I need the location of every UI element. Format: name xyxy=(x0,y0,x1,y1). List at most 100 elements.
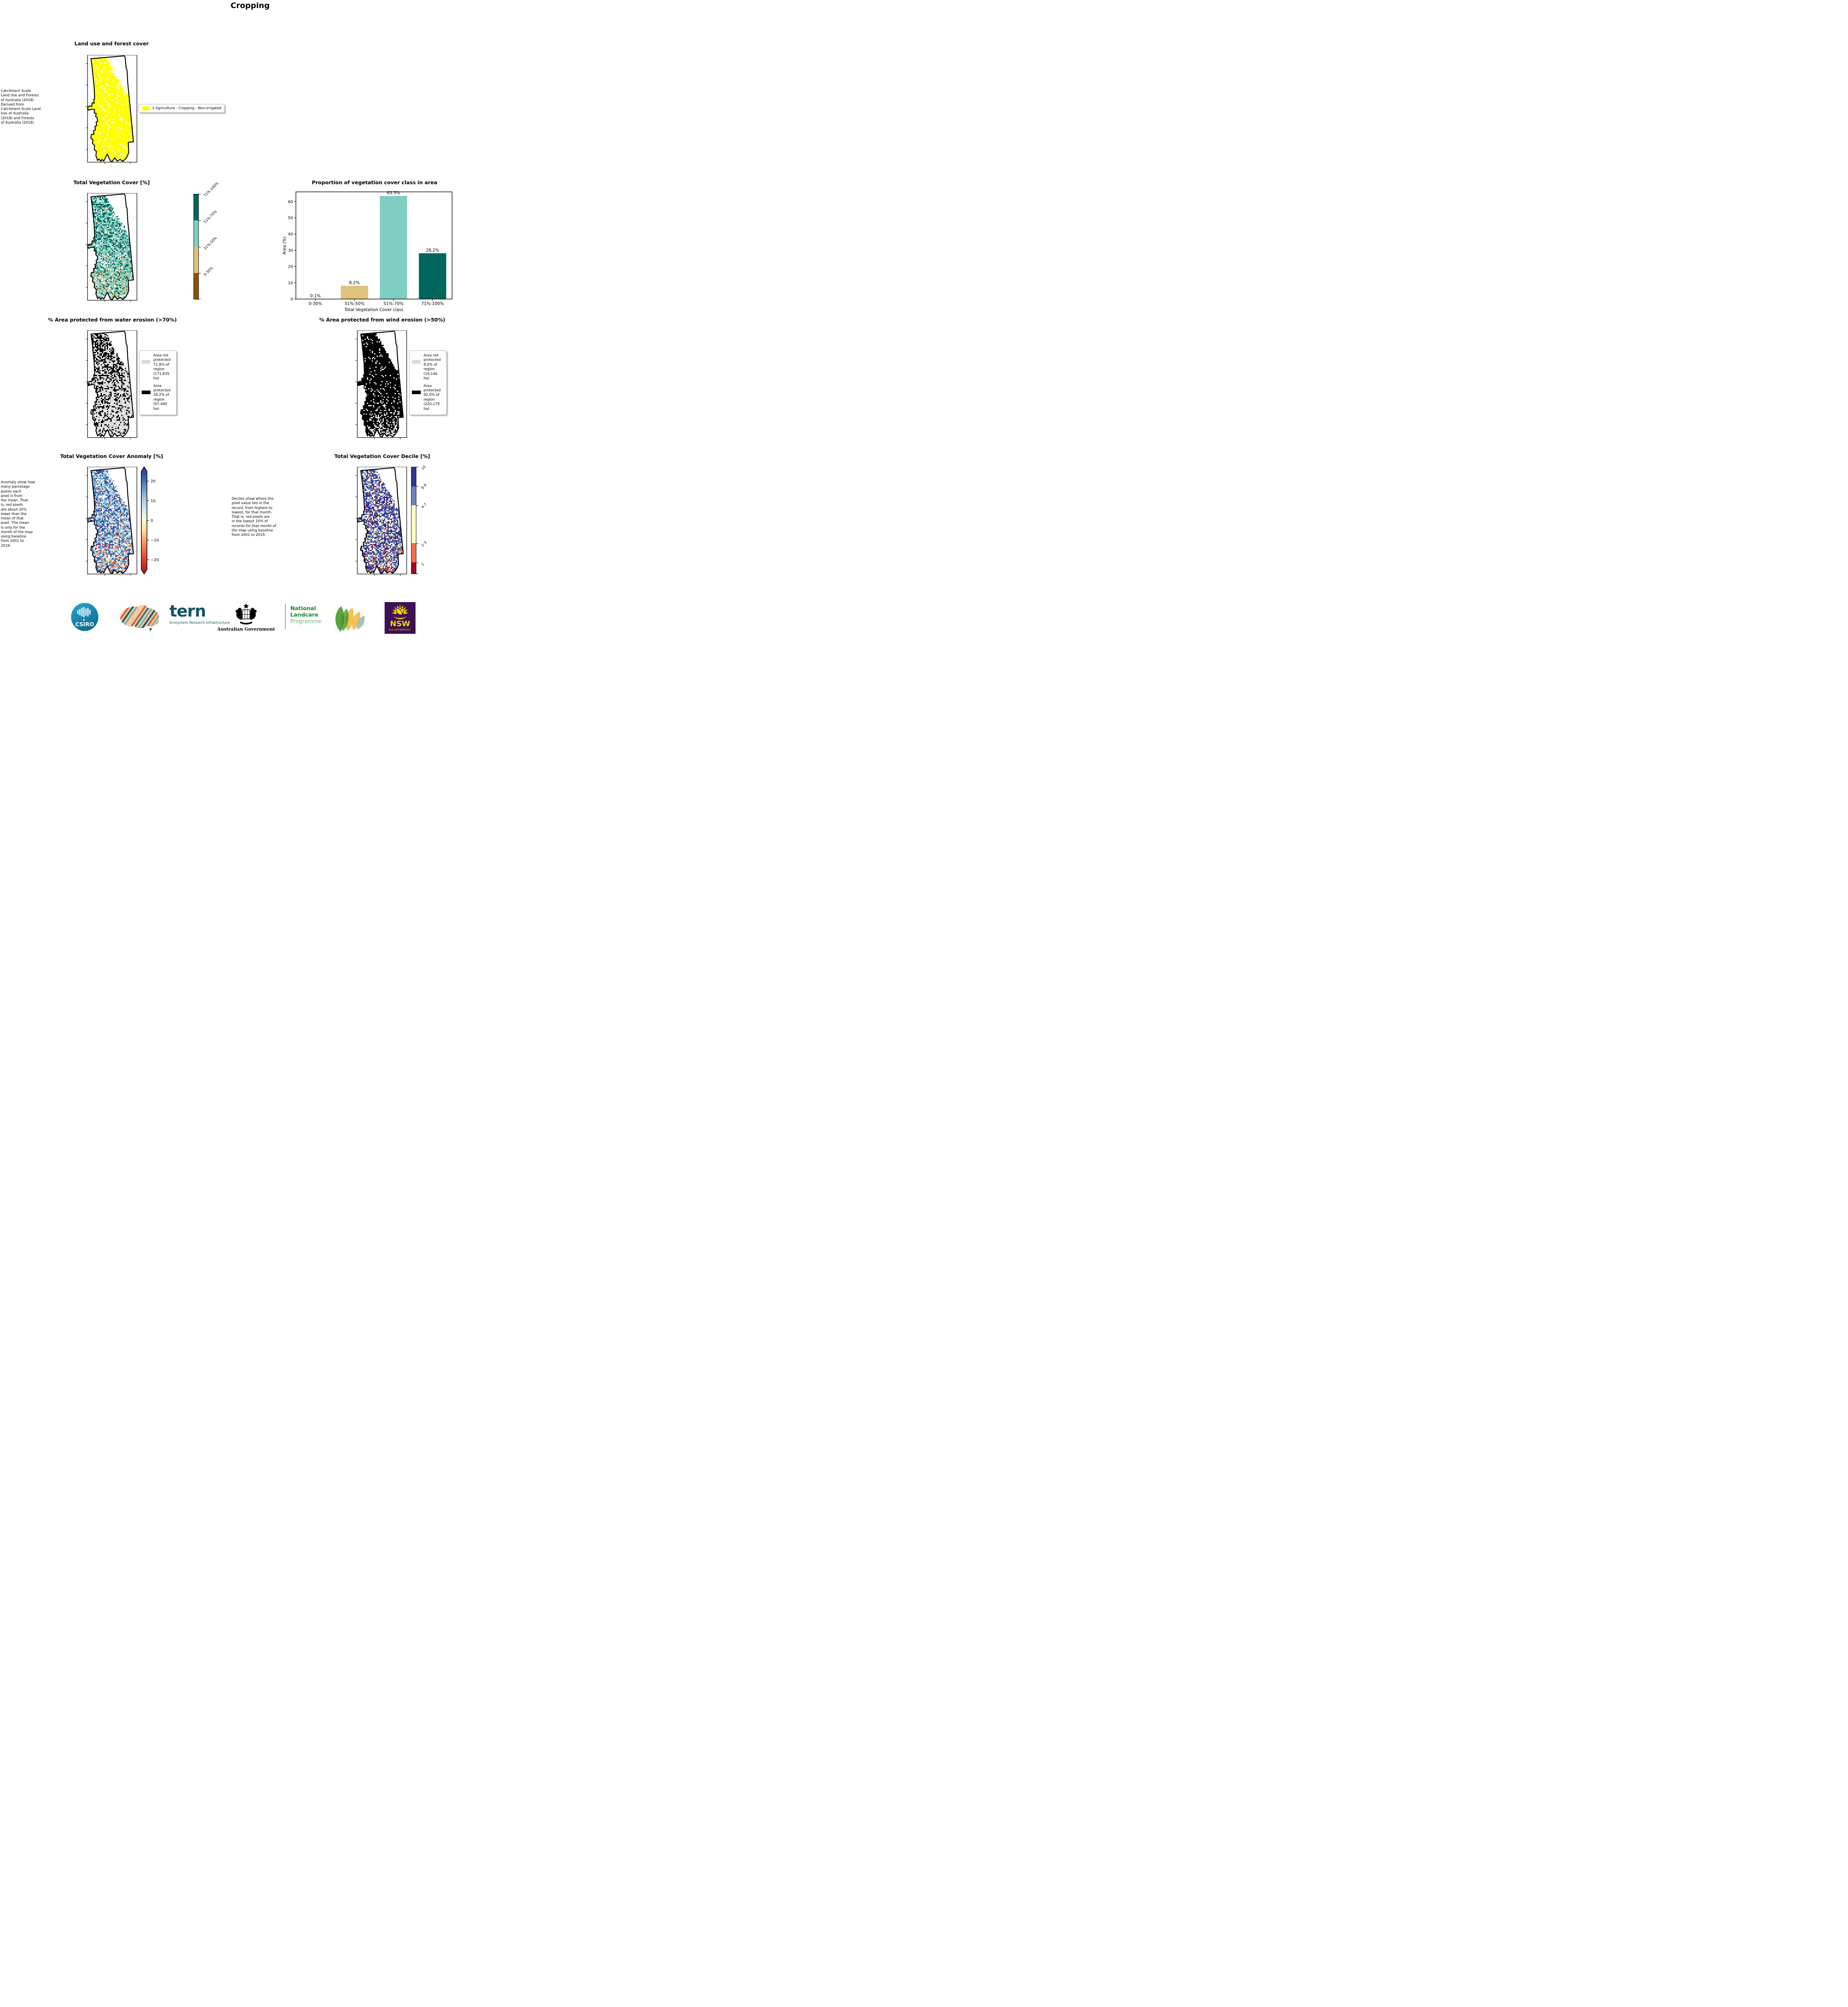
vegcover-title: Total Vegetation Cover [%] xyxy=(73,179,150,185)
bar-value-label: 63.5% xyxy=(387,191,400,195)
anomaly-colorbar-tick-label: −10 xyxy=(151,538,159,543)
legend-entry: Area protected 28.2% of region (67,490 h… xyxy=(142,384,174,412)
colorbar-tick xyxy=(199,220,201,221)
australian-government-label: Australian Government xyxy=(217,627,275,632)
colorbar-tick xyxy=(416,543,418,544)
tern-wordmark: tern xyxy=(169,602,206,621)
decile-note: Deciles show where the pixel value lies … xyxy=(232,497,276,537)
legend-entry: Area not protected 8.0% of region (19,14… xyxy=(412,354,444,381)
water-erosion-map xyxy=(86,330,137,440)
csiro-circle xyxy=(71,603,98,631)
nsw-government-logo: NSW GOVERNMENT xyxy=(385,602,416,634)
csiro-logo: CSIRO xyxy=(71,603,98,631)
legend-swatch xyxy=(142,360,151,364)
proportion-bar-chart: 0 10 20 30 40 50 60 0.1% 0-30% 8.2% 31%-50% 63.5% 51… xyxy=(282,191,452,312)
colorbar-segment xyxy=(412,505,416,543)
x-tick-label: 0-30% xyxy=(309,301,322,306)
tasmania-icon xyxy=(149,628,152,631)
colorbar-label: 10 xyxy=(421,465,427,471)
bar-value-label: 8.2% xyxy=(349,281,360,285)
y-tick-label: 0 xyxy=(291,297,293,302)
y-tick-label: 40 xyxy=(288,232,293,237)
colorbar-label: 0-30% xyxy=(203,266,214,277)
legend-entry: Area not protected 71.8% of region (171,… xyxy=(142,354,174,381)
anomaly-colorbar-tick-label: 20 xyxy=(151,479,155,484)
vegcover-colorbar: 71%-100% 51%-70% 31%-50% 0-30% xyxy=(194,181,230,300)
anomaly-colorbar-tick-label: 0 xyxy=(151,519,153,523)
colorbar-segment xyxy=(194,220,198,247)
y-tick-label: 10 xyxy=(288,281,293,285)
vegcover-map xyxy=(86,193,137,302)
landuse-legend-label: 1 Agriculture - Cropping - Non-irrigated xyxy=(152,106,222,110)
anomaly-colorbar-tick-label: −20 xyxy=(151,558,159,562)
colorbar-segment xyxy=(194,194,198,221)
legend-label: Area protected 92.0% of region (220,179 … xyxy=(424,384,441,411)
decile-title: Total Vegetation Cover Decile [%] xyxy=(334,453,430,459)
australian-coat-of-arms-icon xyxy=(235,603,257,625)
wind-legend: Area not protected 8.0% of region (19,14… xyxy=(409,350,447,415)
colorbar-segment xyxy=(412,543,416,563)
colorbar-segment xyxy=(194,246,198,273)
legend-swatch xyxy=(412,390,421,394)
legend-label: Area not protected 71.8% of region (171,… xyxy=(153,354,171,381)
colorbar-segment xyxy=(194,273,198,299)
y-tick-label: 30 xyxy=(288,248,293,253)
landuse-map xyxy=(86,55,137,164)
colorbar-label: 2-3 xyxy=(421,540,428,548)
colorbar-segment xyxy=(412,562,416,574)
page-title: Cropping xyxy=(230,1,270,10)
nsw-label: NSW xyxy=(390,619,410,628)
colorbar-label: 51%-70% xyxy=(203,209,218,224)
y-axis-label: Area (%) xyxy=(282,236,287,254)
tern-subtitle: Ecosystem Research Infrastructure xyxy=(169,621,230,625)
colorbar-segment xyxy=(412,486,416,505)
nsw-sub-label: GOVERNMENT xyxy=(389,629,411,631)
anomaly-title: Total Vegetation Cover Anomaly [%] xyxy=(60,453,163,459)
x-tick-label: 71%-100% xyxy=(421,301,444,306)
anomaly-map xyxy=(86,467,137,576)
landuse-legend-swatch xyxy=(142,106,150,110)
water-title: % Area protected from water erosion (>70… xyxy=(48,317,177,323)
report-page: Cropping Land use and forest cover Catch… xyxy=(0,0,462,634)
y-tick-label: 20 xyxy=(288,265,293,269)
nlp-line2: Landcare xyxy=(290,611,318,618)
landcare-leaves-icon xyxy=(335,606,365,632)
nlp-line3: Programme xyxy=(290,618,322,625)
legend-swatch xyxy=(142,390,151,394)
x-tick-label: 31%-50% xyxy=(344,301,365,306)
legend-swatch xyxy=(412,360,421,364)
landuse-legend: 1 Agriculture - Cropping - Non-irrigated xyxy=(139,104,225,113)
legend-entry: Area protected 92.0% of region (220,179 … xyxy=(412,384,444,412)
colorbar-label: 4-7 xyxy=(421,502,428,509)
x-tick-label: 51%-70% xyxy=(383,301,403,306)
bar-value-label: 0.1% xyxy=(310,294,321,299)
legend-label: Area not protected 8.0% of region (19,14… xyxy=(424,354,441,381)
aboriginal-australia-art-icon xyxy=(120,605,159,631)
x-axis-label: Total Vegetation Cover class xyxy=(344,307,403,312)
water-legend: Area not protected 71.8% of region (171,… xyxy=(139,350,177,415)
decile-map xyxy=(355,467,407,576)
wind-erosion-map xyxy=(355,330,407,440)
legend-label: Area protected 28.2% of region (67,490 h… xyxy=(153,384,171,411)
national-landcare-programme-logo: National Landcare Programme xyxy=(290,605,322,625)
colorbar-label: 71%-100% xyxy=(203,181,220,198)
colorbar-bar xyxy=(411,467,416,574)
anomaly-colorbar: 20 10 0 −10 −20 xyxy=(141,466,159,574)
colorbar-label: 8-9 xyxy=(421,483,428,491)
y-tick-label: 50 xyxy=(288,216,293,220)
landuse-title: Land use and forest cover xyxy=(74,41,149,47)
proportion-title: Proportion of vegetation cover class in … xyxy=(312,179,438,185)
y-tick-label: 60 xyxy=(288,200,293,204)
waratah-icon xyxy=(391,605,409,619)
colorbar-bar xyxy=(194,194,199,299)
landuse-note: Catchment Scale Land Use and Forests of … xyxy=(1,89,41,125)
colorbar-label: 31%-50% xyxy=(203,236,218,251)
anomaly-note: Anomaly show how many percetage points e… xyxy=(1,480,35,548)
wind-title: % Area protected from wind erosion (>50%… xyxy=(319,317,445,323)
tern-logo: tern Ecosystem Research Infrastructure xyxy=(169,602,230,625)
bar-value-label: 28.2% xyxy=(426,248,439,253)
colorbar-label: 1 xyxy=(421,562,426,567)
anomaly-colorbar-tick-label: 10 xyxy=(151,499,155,503)
colorbar-tick xyxy=(416,505,418,506)
decile-colorbar: 10 8-9 4-7 2-3 1 xyxy=(411,465,439,574)
